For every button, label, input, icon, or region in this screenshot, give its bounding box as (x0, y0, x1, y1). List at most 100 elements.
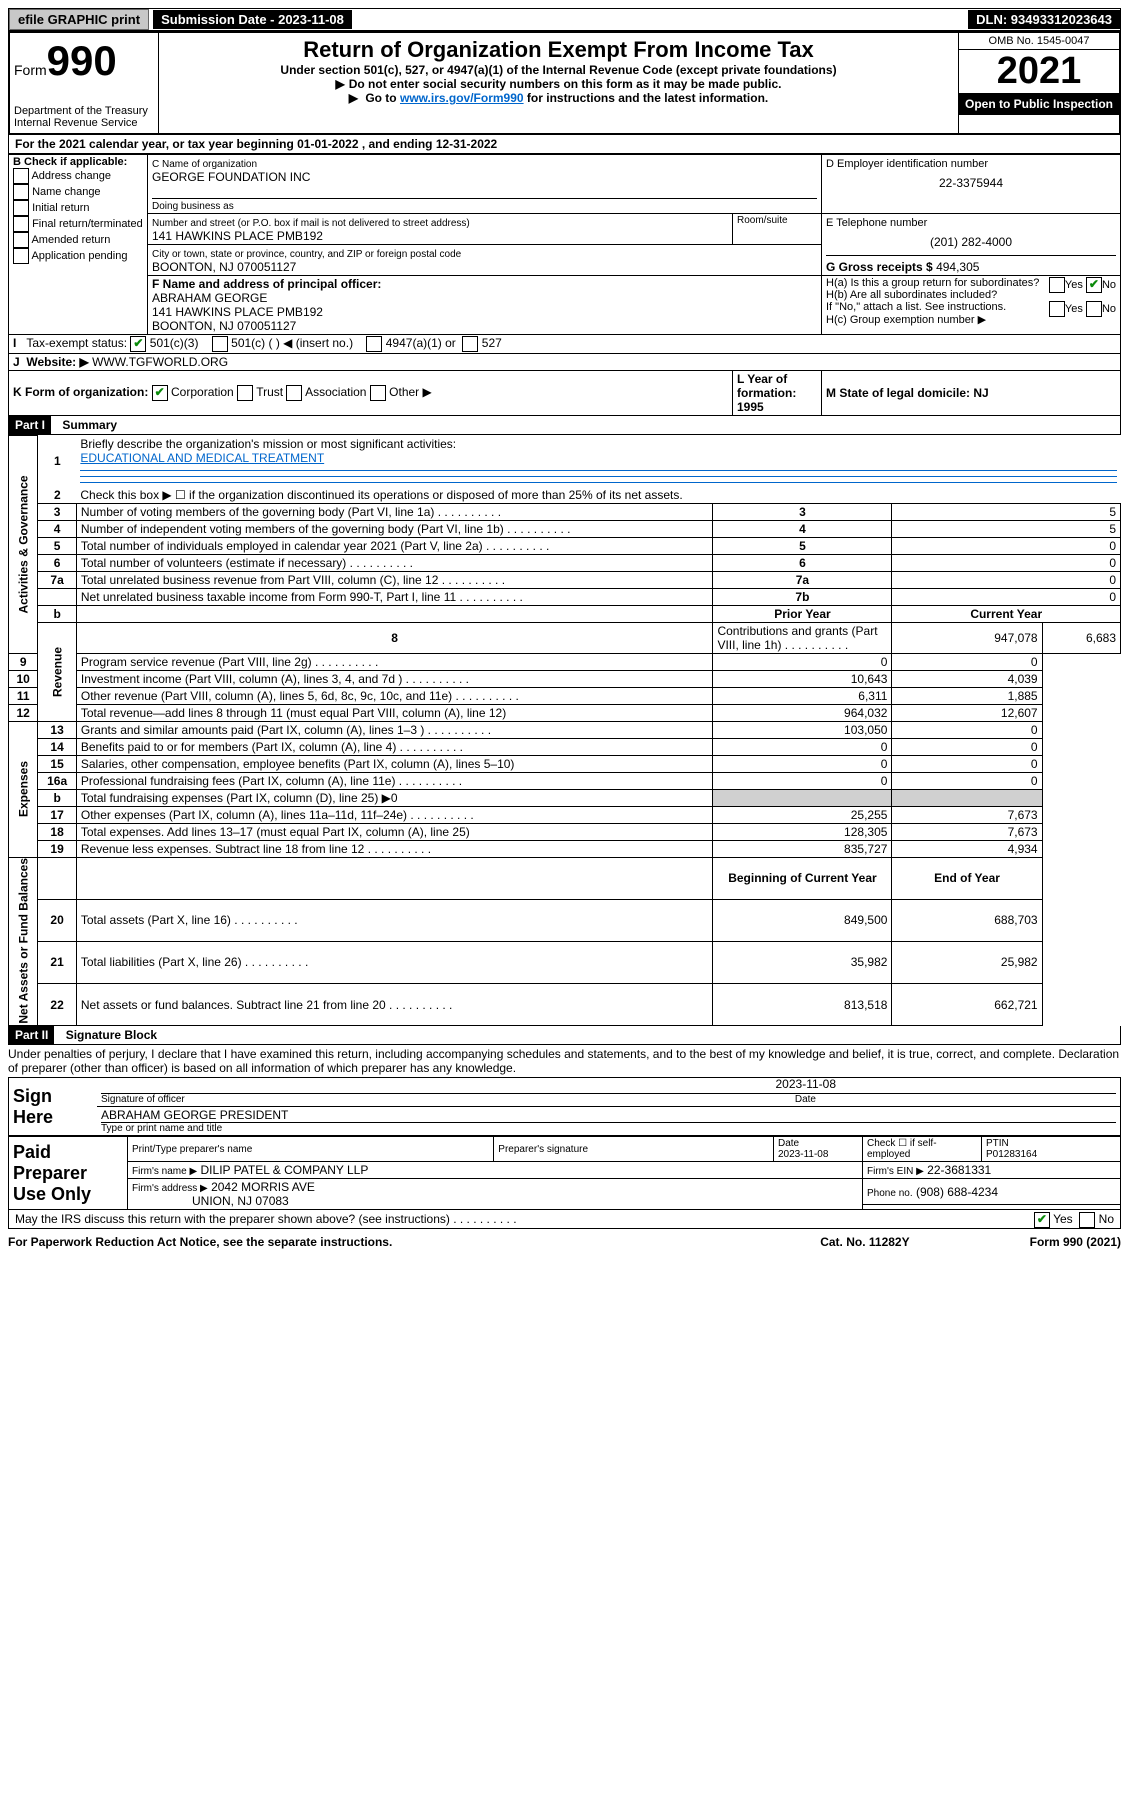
chk-other[interactable] (370, 385, 386, 401)
officer-printed: ABRAHAM GEORGE PRESIDENT (101, 1108, 288, 1122)
chk-corp[interactable] (152, 385, 168, 401)
row-4: 4Number of independent voting members of… (9, 520, 1121, 537)
form-header: Form990 Department of the Treasury Inter… (8, 31, 1121, 135)
e15: Salaries, other compensation, employee b… (76, 755, 713, 772)
part-i-head: Part I (9, 416, 51, 434)
form-ref: Form 990 (2021) (1030, 1235, 1121, 1249)
r8c: 6,683 (1042, 622, 1120, 653)
hb-no[interactable] (1086, 301, 1102, 317)
chk-trust[interactable] (237, 385, 253, 401)
l-label: L Year of formation: 1995 (737, 372, 796, 414)
current-label: Current Year (892, 605, 1121, 622)
opt-app: Application pending (31, 250, 127, 262)
ptin: P01283164 (986, 1149, 1037, 1160)
irs-link[interactable]: www.irs.gov/Form990 (400, 91, 524, 105)
chk-amended[interactable] (13, 232, 29, 248)
k-o2: Trust (256, 385, 283, 399)
firm-addr1: 2042 MORRIS AVE (211, 1180, 315, 1194)
chk-app[interactable] (13, 248, 29, 264)
c4: 4 (713, 520, 892, 537)
r11: Other revenue (Part VIII, column (A), li… (76, 687, 713, 704)
firm-addr-label: Firm's address ▶ (132, 1183, 208, 1194)
begin-label: Beginning of Current Year (713, 857, 892, 899)
t7a: Total unrelated business revenue from Pa… (76, 571, 713, 588)
r9: Program service revenue (Part VIII, line… (76, 653, 713, 670)
blocks-bcdefgh: B Check if applicable: Address change Na… (8, 154, 1121, 416)
form-word: Form (14, 62, 47, 78)
c-name-label: C Name of organization (152, 159, 257, 170)
efile-print-button[interactable]: efile GRAPHIC print (9, 9, 149, 30)
opt-amended: Amended return (31, 234, 110, 246)
firm-addr2: UNION, NJ 07083 (192, 1194, 289, 1208)
b21p: 35,982 (713, 941, 892, 983)
pt-name-label: Print/Type preparer's name (128, 1137, 494, 1162)
q1: Briefly describe the organization's miss… (80, 437, 456, 451)
gross-receipts: 494,305 (936, 260, 979, 274)
t3: Number of voting members of the governin… (76, 503, 713, 520)
r11c: 1,885 (892, 687, 1042, 704)
no2: No (1102, 303, 1116, 315)
v6: 0 (892, 554, 1121, 571)
tax-year: 2021 (959, 50, 1119, 93)
r11p: 6,311 (713, 687, 892, 704)
chk-501c[interactable] (212, 336, 228, 352)
b22: Net assets or fund balances. Subtract li… (76, 983, 713, 1025)
e16bc (892, 789, 1042, 806)
sig-label: Signature of officer (101, 1094, 185, 1105)
e14: Benefits paid to or for members (Part IX… (76, 738, 713, 755)
prior-label: Prior Year (713, 605, 892, 622)
k-o1: Corporation (171, 385, 234, 399)
e17c: 7,673 (892, 806, 1042, 823)
form-number: 990 (47, 37, 117, 84)
opt-initial: Initial return (32, 202, 89, 214)
vlabel-rev: Revenue (38, 622, 77, 721)
hc: H(c) Group exemption number ▶ (826, 314, 986, 326)
chk-initial[interactable] (13, 200, 29, 216)
chk-527[interactable] (462, 336, 478, 352)
ha-no[interactable] (1086, 277, 1102, 293)
k-o4: Other ▶ (389, 385, 432, 399)
vlabel-gov: Activities & Governance (9, 436, 38, 654)
officer-addr2: BOONTON, NJ 070051127 (152, 319, 296, 333)
chk-address[interactable] (13, 168, 29, 184)
cat: Cat. No. 11282Y (820, 1235, 909, 1249)
e18c: 7,673 (892, 823, 1042, 840)
row-5: 5Total number of individuals employed in… (9, 537, 1121, 554)
e14c: 0 (892, 738, 1042, 755)
discuss-yes[interactable] (1034, 1212, 1050, 1228)
v4: 5 (892, 520, 1121, 537)
ha-yes[interactable] (1049, 277, 1065, 293)
r9c: 0 (892, 653, 1042, 670)
chk-name[interactable] (13, 184, 29, 200)
e15c: 0 (892, 755, 1042, 772)
chk-4947[interactable] (366, 336, 382, 352)
sig-date: 2023-11-08 (101, 1077, 836, 1091)
mission[interactable]: EDUCATIONAL AND MEDICAL TREATMENT (80, 451, 324, 465)
e17p: 25,255 (713, 806, 892, 823)
part-i: Part I Summary (8, 416, 1121, 435)
block-b-label: B Check if applicable: (13, 156, 127, 168)
chk-assoc[interactable] (286, 385, 302, 401)
t4: Number of independent voting members of … (76, 520, 713, 537)
c6: 6 (713, 554, 892, 571)
phone: (201) 282-4000 (826, 229, 1116, 255)
chk-501c3[interactable] (130, 336, 146, 352)
hb-yes[interactable] (1049, 301, 1065, 317)
end-label: End of Year (892, 857, 1042, 899)
discuss-no[interactable] (1079, 1212, 1095, 1228)
i-o3: 4947(a)(1) or (386, 336, 456, 350)
officer-addr1: 141 HAWKINS PLACE PMB192 (152, 305, 323, 319)
chk-final[interactable] (13, 216, 29, 232)
sign-here: Sign Here (9, 1078, 98, 1136)
j-label: Website: ▶ (26, 355, 88, 369)
b22p: 813,518 (713, 983, 892, 1025)
c5: 5 (713, 537, 892, 554)
part-i-title: Summary (54, 418, 117, 432)
perjury: Under penalties of perjury, I declare th… (8, 1045, 1121, 1077)
discuss: May the IRS discuss this return with the… (15, 1212, 517, 1226)
v3: 5 (892, 503, 1121, 520)
r10: Investment income (Part VIII, column (A)… (76, 670, 713, 687)
k-o3: Association (305, 385, 366, 399)
city-label: City or town, state or province, country… (152, 249, 461, 260)
pt-date: 2023-11-08 (778, 1149, 828, 1160)
